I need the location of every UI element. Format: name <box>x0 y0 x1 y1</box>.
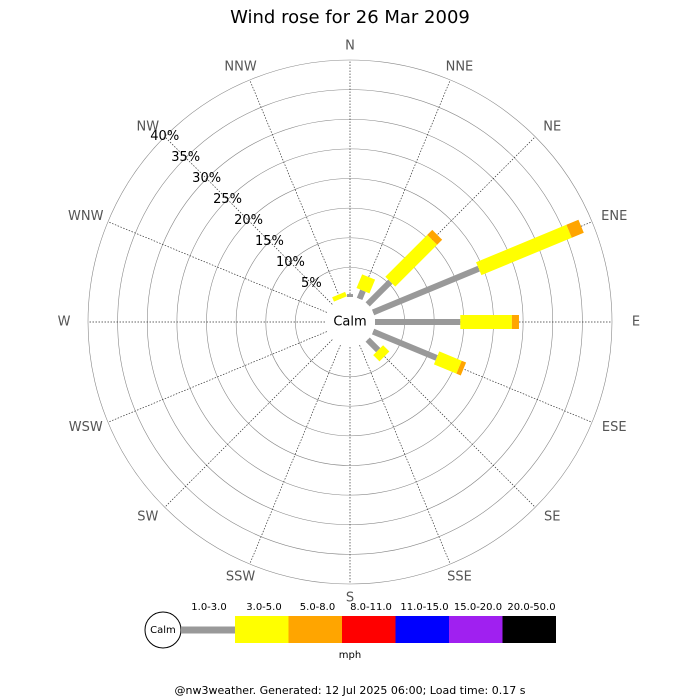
rose-segment <box>371 328 438 361</box>
rose-segment <box>476 224 572 276</box>
rose-segment <box>356 289 366 301</box>
rose-segment <box>427 229 443 245</box>
legend-swatch <box>342 616 396 643</box>
legend-label: 11.0-15.0 <box>400 602 448 613</box>
direction-label: ENE <box>601 209 627 224</box>
spoke <box>249 344 341 565</box>
spoke <box>164 339 333 508</box>
legend-unit: mph <box>339 650 361 661</box>
r-tick-label: 40% <box>150 129 179 144</box>
direction-label: SSE <box>447 569 472 584</box>
rose-segment <box>566 219 584 238</box>
spoke <box>107 221 328 313</box>
legend-label: 3.0-5.0 <box>246 602 281 613</box>
direction-label: SW <box>137 510 158 525</box>
rose-segment <box>371 265 480 316</box>
rose-segment <box>356 274 376 294</box>
r-tick-label: 20% <box>234 213 263 228</box>
legend-swatch <box>502 616 556 643</box>
legend-calm-label: Calm <box>150 625 176 636</box>
spoke <box>359 344 451 565</box>
calm-label: Calm <box>333 315 366 330</box>
spoke <box>249 79 341 300</box>
direction-label: NE <box>543 119 561 134</box>
calm-circle <box>326 298 374 346</box>
grid-ring <box>87 59 613 585</box>
direction-label: NNW <box>224 60 256 75</box>
legend-label: 5.0-8.0 <box>300 602 335 613</box>
r-tick-label: 10% <box>276 255 305 270</box>
rose-segment <box>373 345 390 362</box>
rose-segment <box>365 337 381 353</box>
chart-title: Wind rose for 26 Mar 2009 <box>230 7 470 28</box>
rose-segment <box>385 234 438 287</box>
direction-label: W <box>58 315 71 330</box>
footer: @nw3weather. Generated: 12 Jul 2025 06:0… <box>175 684 526 697</box>
direction-label: NW <box>136 119 159 134</box>
direction-label: WSW <box>69 420 103 435</box>
r-tick-label: 35% <box>171 150 200 165</box>
legend-swatch <box>449 616 503 643</box>
r-tick-label: 15% <box>255 234 284 249</box>
direction-label: SE <box>544 510 560 525</box>
r-tick-label: 5% <box>301 276 322 291</box>
r-tick-label: 30% <box>192 171 221 186</box>
direction-label: E <box>632 315 640 330</box>
r-tick-label: 25% <box>213 192 242 207</box>
rose-segment <box>456 360 467 376</box>
direction-label: N <box>345 39 355 54</box>
rose-segment <box>332 291 347 302</box>
legend-label: 8.0-11.0 <box>350 602 392 613</box>
legend-swatch <box>288 616 342 643</box>
rose-segment <box>365 279 393 307</box>
direction-label: ESE <box>602 420 627 435</box>
direction-label: NNE <box>446 60 474 75</box>
legend-label: 20.0-50.0 <box>507 602 555 613</box>
spoke <box>359 79 451 300</box>
legend-swatch <box>235 616 289 643</box>
legend-label: 15.0-20.0 <box>454 602 502 613</box>
spoke <box>107 331 328 423</box>
legend-swatch <box>395 616 449 643</box>
legend-label: 1.0-3.0 <box>191 602 226 613</box>
direction-label: S <box>346 591 354 606</box>
spoke <box>164 136 333 305</box>
rose-segment <box>433 351 462 374</box>
spoke <box>367 339 536 508</box>
direction-label: WNW <box>68 209 104 224</box>
direction-label: SSW <box>226 569 256 584</box>
